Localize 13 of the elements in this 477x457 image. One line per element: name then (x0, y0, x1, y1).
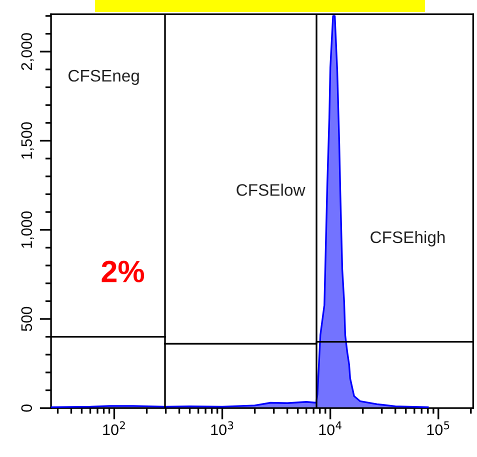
annotation: CFSEhigh (370, 230, 445, 246)
y-tick-label: 1,000 (21, 211, 34, 248)
x-tick-label: 10$^{2}$ (103, 421, 125, 436)
annotation: 2% (102, 260, 144, 282)
y-tick-label: 1,500 (21, 122, 34, 159)
y-tick-label: 500 (21, 306, 32, 332)
x-tick-label: 10$^{5}$ (427, 421, 450, 436)
annotation: CFSEneg (68, 70, 139, 85)
y-tick-label: 0 (21, 404, 32, 412)
y-tick-label: 2,000 (21, 33, 34, 70)
x-tick-label: 10$^{3}$ (211, 421, 234, 436)
annotation: CFSElow (236, 184, 306, 196)
x-tick-label: 10$^{4}$ (319, 421, 342, 436)
